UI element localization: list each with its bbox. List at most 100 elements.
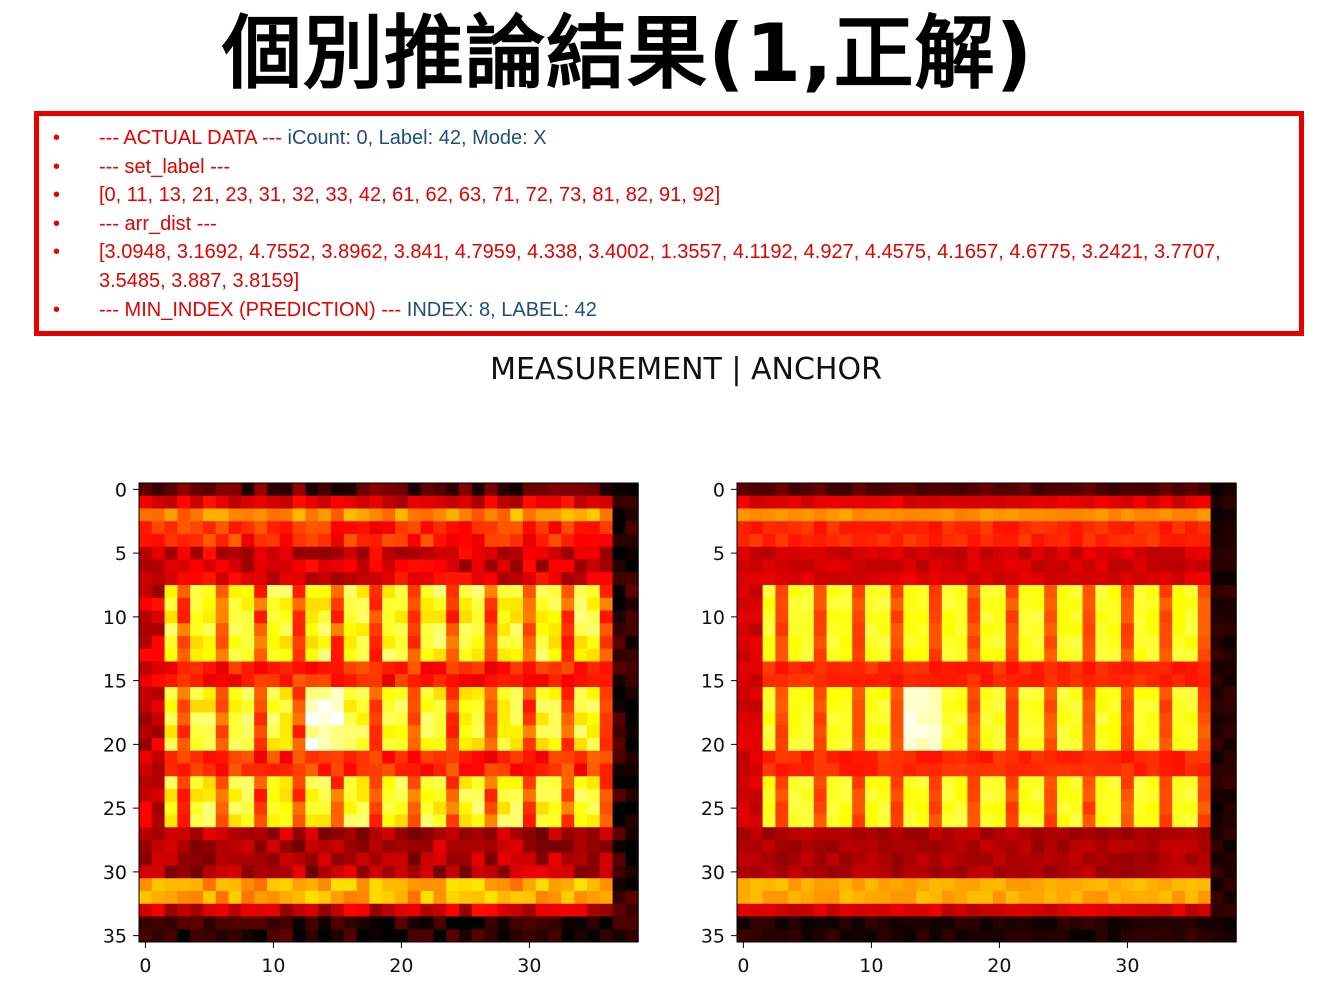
heatmap-cell	[737, 546, 751, 560]
heatmap-cell	[813, 750, 827, 764]
heatmap-cell	[1108, 585, 1122, 599]
heatmap-cell	[1005, 674, 1019, 688]
heatmap-cell	[574, 738, 588, 752]
heatmap-cell	[190, 648, 204, 662]
heatmap-cell	[318, 546, 332, 560]
heatmap-cell	[877, 546, 891, 560]
heatmap-cell	[241, 636, 255, 650]
heatmap-cell	[433, 559, 447, 573]
heatmap-cell	[839, 827, 853, 841]
heatmap-cell	[548, 534, 562, 548]
heatmap-cell	[839, 814, 853, 828]
heatmap-cell	[279, 559, 293, 573]
heatmap-cell	[954, 610, 968, 624]
heatmap-cell	[941, 814, 955, 828]
heatmap-cell	[356, 534, 370, 548]
heatmap-cell	[954, 636, 968, 650]
heatmap-cell	[1095, 929, 1109, 943]
heatmap-cell	[1172, 648, 1186, 662]
heatmap-cell	[190, 712, 204, 726]
heatmap-cell	[459, 508, 473, 522]
heatmap-cell	[471, 750, 485, 764]
heatmap-cell	[139, 750, 153, 764]
heatmap-cell	[151, 610, 165, 624]
heatmap-cell	[1146, 750, 1160, 764]
heatmap-cell	[1005, 738, 1019, 752]
heatmap-cell	[625, 840, 639, 854]
heatmap-cell	[164, 750, 178, 764]
heatmap-cell	[775, 508, 789, 522]
heatmap-cell	[1223, 572, 1237, 586]
heatmap-cell	[1108, 534, 1122, 548]
heatmap-cell	[813, 597, 827, 611]
heatmap-cell	[941, 623, 955, 637]
heatmap-cell	[1044, 699, 1058, 713]
heatmap-cell	[177, 750, 191, 764]
heatmap-cell	[941, 699, 955, 713]
heatmap-cell	[497, 636, 511, 650]
heatmap-cell	[1044, 929, 1058, 943]
heatmap-cell	[382, 661, 396, 675]
heatmap-cell	[215, 865, 229, 879]
heatmap-cell	[749, 495, 763, 509]
heatmap-cell	[1197, 699, 1211, 713]
heatmap-cell	[839, 597, 853, 611]
heatmap-cell	[826, 699, 840, 713]
heatmap-cell	[279, 814, 293, 828]
heatmap-cell	[865, 585, 879, 599]
heatmap-cell	[151, 585, 165, 599]
heatmap-cell	[343, 776, 357, 790]
heatmap-cell	[1133, 712, 1147, 726]
heatmap-cell	[331, 852, 345, 866]
heatmap-cell	[215, 661, 229, 675]
heatmap-cell	[203, 763, 217, 777]
heatmap-cell	[1121, 508, 1135, 522]
heatmap-cell	[395, 929, 409, 943]
heatmap-cell	[484, 878, 498, 892]
heatmap-cell	[497, 521, 511, 535]
heatmap-cell	[164, 661, 178, 675]
heatmap-cell	[762, 878, 776, 892]
heatmap-cell	[1095, 865, 1109, 879]
heatmap-cell	[267, 878, 281, 892]
heatmap-cell	[890, 597, 904, 611]
heatmap-cell	[561, 801, 575, 815]
heatmap-cell	[865, 623, 879, 637]
heatmap-cell	[267, 865, 281, 879]
heatmap-cell	[279, 916, 293, 930]
heatmap-cell	[574, 521, 588, 535]
heatmap-cell	[459, 891, 473, 905]
heatmap-cell	[1005, 495, 1019, 509]
heatmap-cell	[382, 891, 396, 905]
heatmap-cell	[574, 483, 588, 497]
heatmap-cell	[625, 738, 639, 752]
heatmap-cell	[903, 814, 917, 828]
heatmap-cell	[890, 495, 904, 509]
heatmap-cell	[267, 585, 281, 599]
heatmap-cell	[369, 738, 383, 752]
heatmap-cell	[510, 521, 524, 535]
heatmap-cell	[292, 929, 306, 943]
heatmap-cell	[1018, 674, 1032, 688]
heatmap-cell	[574, 661, 588, 675]
heatmap-cell	[801, 916, 815, 930]
heatmap-cell	[1095, 750, 1109, 764]
heatmap-cell	[1133, 840, 1147, 854]
heatmap-cell	[775, 738, 789, 752]
heatmap-cell	[1095, 648, 1109, 662]
heatmap-cell	[420, 840, 434, 854]
heatmap-cell	[561, 916, 575, 930]
heatmap-cell	[1044, 738, 1058, 752]
heatmap-cell	[151, 483, 165, 497]
heatmap-cell	[1146, 789, 1160, 803]
heatmap-cell	[254, 610, 268, 624]
heatmap-cell	[1031, 610, 1045, 624]
heatmap-cell	[1210, 916, 1224, 930]
heatmap-cell	[788, 508, 802, 522]
heatmap-cell	[1146, 546, 1160, 560]
heatmap-cell	[459, 763, 473, 777]
heatmap-cell	[548, 814, 562, 828]
heatmap-cell	[407, 750, 421, 764]
heatmap-cell	[916, 483, 930, 497]
heatmap-cell	[1005, 597, 1019, 611]
